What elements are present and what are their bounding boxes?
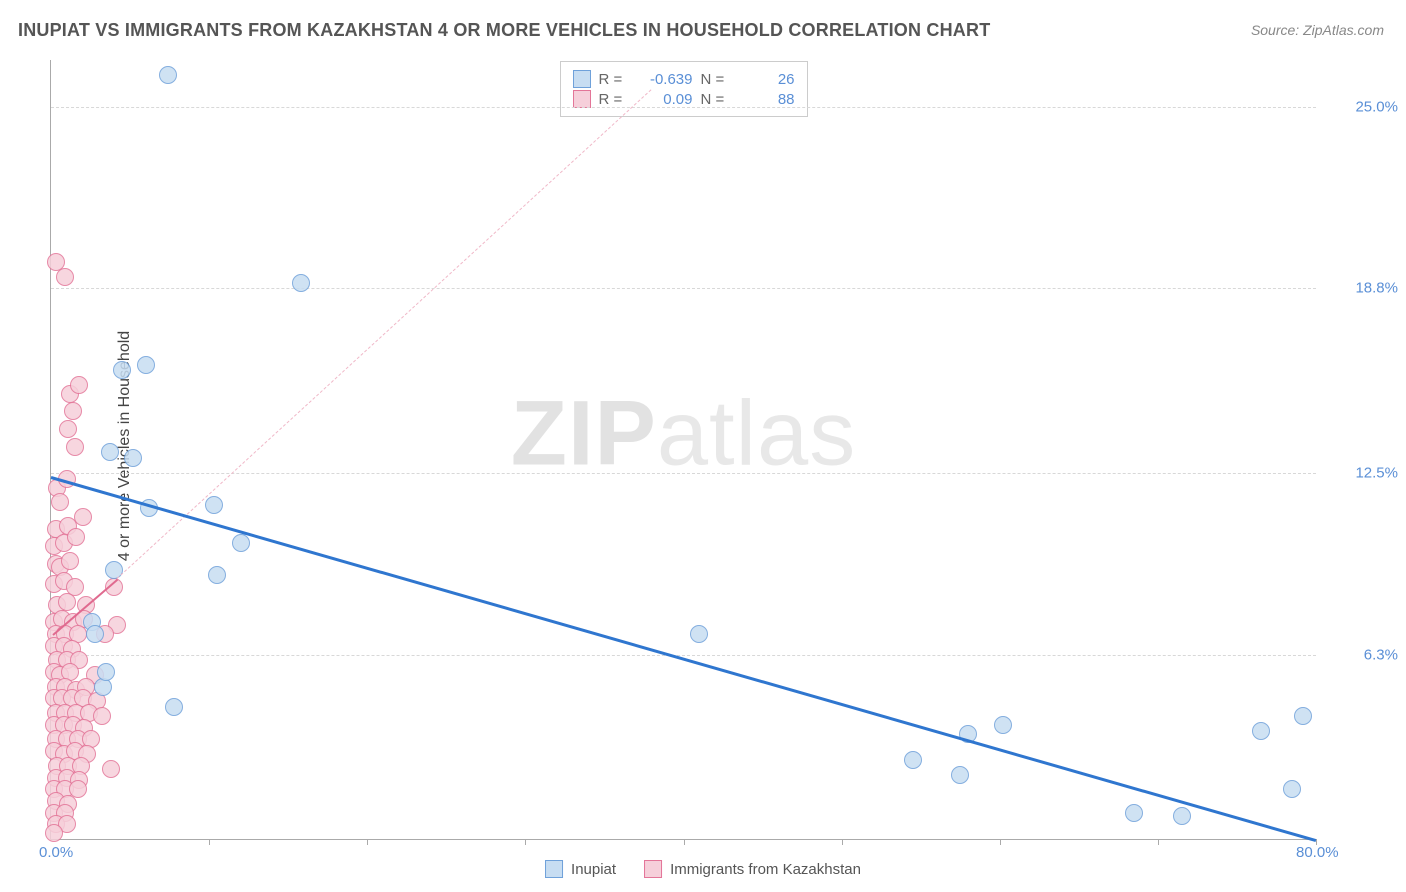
data-point <box>51 493 69 511</box>
data-point <box>97 663 115 681</box>
data-point <box>951 766 969 784</box>
gridline <box>51 288 1316 289</box>
x-tick <box>684 839 685 845</box>
chart-title: INUPIAT VS IMMIGRANTS FROM KAZAKHSTAN 4 … <box>18 20 990 41</box>
swatch-kazakhstan <box>573 90 591 108</box>
data-point <box>61 552 79 570</box>
x-tick <box>1000 839 1001 845</box>
x-origin-label: 0.0% <box>39 844 73 861</box>
data-point <box>904 751 922 769</box>
swatch-inupiat <box>573 70 591 88</box>
data-point <box>159 66 177 84</box>
gridline <box>51 473 1316 474</box>
data-point <box>292 274 310 292</box>
x-tick <box>842 839 843 845</box>
data-point <box>45 824 63 842</box>
watermark: ZIPatlas <box>511 381 856 486</box>
x-tick <box>525 839 526 845</box>
x-tick <box>209 839 210 845</box>
series-legend: Inupiat Immigrants from Kazakhstan <box>545 860 861 878</box>
data-point <box>994 716 1012 734</box>
data-point <box>1252 722 1270 740</box>
y-tick-label: 18.8% <box>1355 280 1398 297</box>
data-point <box>137 356 155 374</box>
series-name-inupiat: Inupiat <box>571 861 616 878</box>
data-point <box>208 566 226 584</box>
r-label: R = <box>599 71 629 88</box>
y-tick-label: 12.5% <box>1355 464 1398 481</box>
gridline <box>51 107 1316 108</box>
r-label: R = <box>599 91 629 108</box>
trendline <box>117 89 652 579</box>
data-point <box>56 268 74 286</box>
data-point <box>232 534 250 552</box>
y-tick-label: 6.3% <box>1364 646 1398 663</box>
data-point <box>86 625 104 643</box>
data-point <box>1125 804 1143 822</box>
data-point <box>124 449 142 467</box>
data-point <box>74 508 92 526</box>
data-point <box>113 361 131 379</box>
data-point <box>66 438 84 456</box>
swatch-inupiat <box>545 860 563 878</box>
correlation-legend: R = -0.639 N = 26 R = 0.09 N = 88 <box>560 61 808 117</box>
data-point <box>67 528 85 546</box>
scatter-chart: ZIPatlas 0.0% 80.0% R = -0.639 N = 26 R … <box>50 60 1316 840</box>
legend-row-kazakhstan: R = 0.09 N = 88 <box>573 90 795 108</box>
gridline <box>51 655 1316 656</box>
series-name-kazakhstan: Immigrants from Kazakhstan <box>670 861 861 878</box>
y-tick-label: 25.0% <box>1355 98 1398 115</box>
swatch-kazakhstan <box>644 860 662 878</box>
data-point <box>101 443 119 461</box>
r-value-inupiat: -0.639 <box>637 71 693 88</box>
watermark-zip: ZIP <box>511 382 657 484</box>
data-point <box>93 707 111 725</box>
legend-item-inupiat: Inupiat <box>545 860 616 878</box>
legend-item-kazakhstan: Immigrants from Kazakhstan <box>644 860 861 878</box>
data-point <box>102 760 120 778</box>
data-point <box>690 625 708 643</box>
data-point <box>165 698 183 716</box>
data-point <box>64 402 82 420</box>
legend-row-inupiat: R = -0.639 N = 26 <box>573 70 795 88</box>
x-max-label: 80.0% <box>1296 844 1339 861</box>
trendline <box>51 476 1317 842</box>
watermark-atlas: atlas <box>657 382 856 484</box>
x-tick <box>367 839 368 845</box>
data-point <box>59 420 77 438</box>
source-attribution: Source: ZipAtlas.com <box>1251 22 1384 38</box>
n-value-inupiat: 26 <box>739 71 795 88</box>
data-point <box>1173 807 1191 825</box>
x-tick <box>1158 839 1159 845</box>
data-point <box>70 376 88 394</box>
n-label: N = <box>701 71 731 88</box>
n-value-kazakhstan: 88 <box>739 91 795 108</box>
data-point <box>1283 780 1301 798</box>
n-label: N = <box>701 91 731 108</box>
data-point <box>58 593 76 611</box>
data-point <box>205 496 223 514</box>
data-point <box>1294 707 1312 725</box>
